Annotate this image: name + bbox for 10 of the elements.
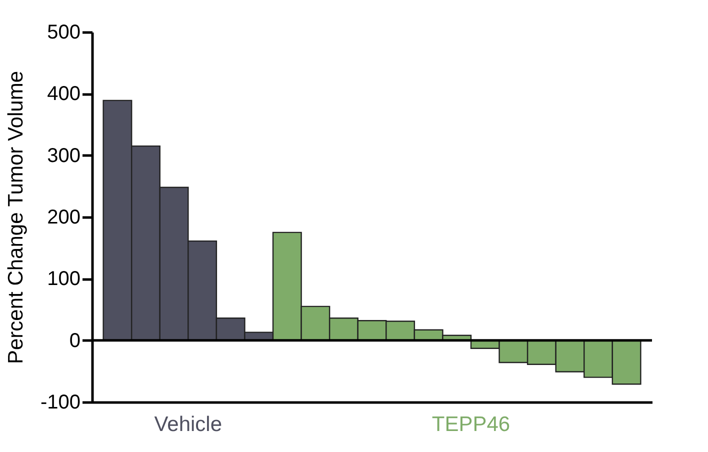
text: TEPP46: [432, 413, 510, 436]
y-tick-label: 400: [47, 83, 80, 106]
y-tick-label: 500: [47, 22, 80, 44]
y-tick-label: 200: [47, 206, 80, 228]
y-tick-label: -100: [40, 392, 80, 414]
y-axis-title: Percent Change Tumor Volume: [4, 71, 28, 364]
y-tick-label: 0: [69, 330, 80, 352]
text: Vehicle: [154, 413, 222, 436]
y-tick-label: 100: [47, 268, 80, 290]
y-tick-label: 300: [47, 144, 80, 167]
